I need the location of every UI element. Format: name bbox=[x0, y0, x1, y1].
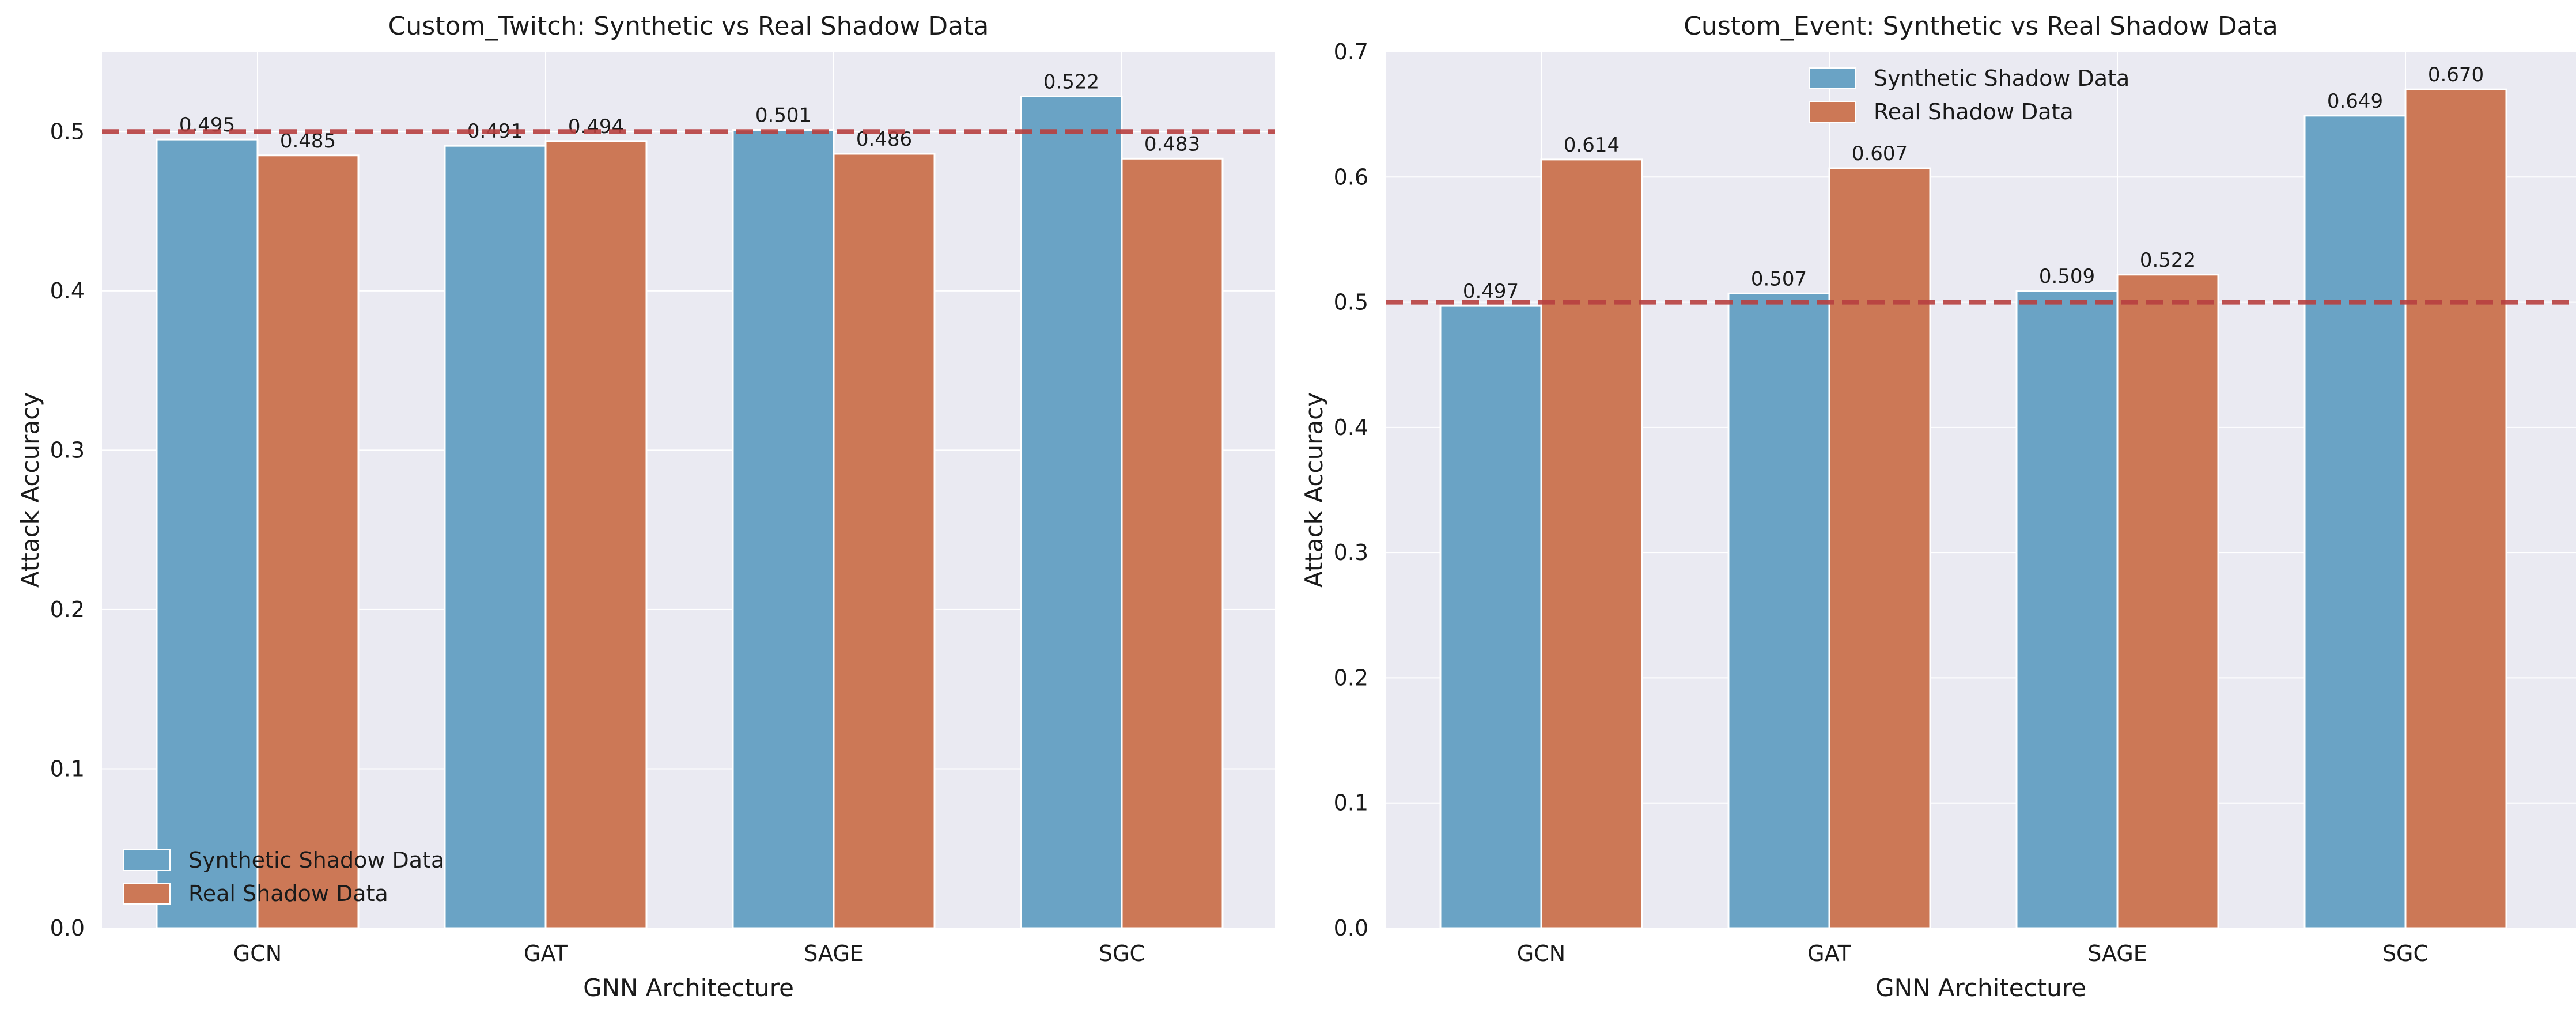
x-axis-label: GNN Architecture bbox=[1875, 974, 2086, 1002]
bar-real-gcn bbox=[256, 154, 360, 929]
bar-synthetic-sage bbox=[732, 129, 835, 929]
chart-panel-2: 0.497 0.507 0.509 0.649 0.614 0.607 0.522 0.670… bbox=[1300, 12, 2576, 1002]
x-tick-label: SAGE bbox=[2087, 941, 2147, 966]
y-axis-label: Attack Accuracy bbox=[1300, 392, 1328, 588]
data-label: 0.670 bbox=[2428, 63, 2484, 86]
y-tick-label: 0.4 bbox=[1334, 415, 1368, 440]
data-label: 0.522 bbox=[1043, 70, 1099, 93]
x-tick-label: GAT bbox=[1807, 941, 1851, 966]
y-tick-label: 0.5 bbox=[1334, 290, 1368, 315]
data-label: 0.497 bbox=[1463, 280, 1519, 303]
y-tick-label: 0.6 bbox=[1334, 164, 1368, 190]
legend-label: Real Shadow Data bbox=[1874, 99, 2074, 124]
y-tick-label: 0.1 bbox=[50, 756, 85, 781]
y-tick-label: 0.5 bbox=[50, 119, 85, 144]
x-axis-label: GNN Architecture bbox=[583, 974, 794, 1002]
y-tick-label: 0.4 bbox=[50, 278, 85, 304]
x-tick-label: GCN bbox=[1517, 941, 1565, 966]
data-label: 0.522 bbox=[2140, 249, 2196, 272]
x-tick-label: SAGE bbox=[804, 941, 864, 966]
y-tick-label: 0.2 bbox=[50, 597, 85, 622]
data-label: 0.614 bbox=[1564, 134, 1620, 157]
y-tick-label: 0.2 bbox=[1334, 665, 1368, 690]
y-tick-label: 0.0 bbox=[50, 915, 85, 941]
legend-swatch bbox=[1809, 101, 1856, 123]
bar-real-gat bbox=[1828, 167, 1931, 929]
y-tick-label: 0.1 bbox=[1334, 790, 1368, 816]
y-tick-label: 0.7 bbox=[1334, 39, 1368, 65]
legend: Synthetic Shadow Data Real Shadow Data bbox=[1809, 66, 2129, 124]
legend-swatch bbox=[123, 883, 171, 905]
y-axis-label: Attack Accuracy bbox=[16, 392, 44, 588]
x-tick-label: GCN bbox=[233, 941, 282, 966]
legend-label: Real Shadow Data bbox=[188, 881, 388, 906]
legend: Synthetic Shadow Data Real Shadow Data bbox=[123, 847, 444, 906]
bar-real-sgc bbox=[1121, 157, 1224, 929]
data-label: 0.501 bbox=[755, 104, 811, 127]
bar-synthetic-gcn bbox=[156, 138, 259, 929]
bar-synthetic-sgc bbox=[2303, 115, 2407, 929]
x-tick-label: SGC bbox=[1099, 941, 1145, 966]
bar-synthetic-sage bbox=[2015, 290, 2119, 929]
data-label: 0.649 bbox=[2327, 90, 2383, 113]
chart-title: Custom_Twitch: Synthetic vs Real Shadow … bbox=[388, 12, 989, 41]
legend-label: Synthetic Shadow Data bbox=[1874, 66, 2129, 91]
y-tick-label: 0.0 bbox=[1334, 915, 1368, 941]
bar-synthetic-gat bbox=[1727, 292, 1830, 929]
bar-real-gcn bbox=[1540, 158, 1643, 929]
legend-swatch bbox=[123, 849, 171, 871]
legend-swatch bbox=[1809, 67, 1856, 89]
bar-real-gat bbox=[544, 140, 648, 929]
bar-real-sage bbox=[833, 153, 936, 929]
chart-title: Custom_Event: Synthetic vs Real Shadow D… bbox=[1684, 12, 2278, 41]
bar-real-sgc bbox=[2404, 88, 2507, 929]
data-label: 0.607 bbox=[1852, 142, 1908, 165]
legend-label: Synthetic Shadow Data bbox=[188, 847, 444, 873]
bar-real-sage bbox=[2116, 274, 2219, 929]
x-tick-label: SGC bbox=[2382, 941, 2429, 966]
data-label: 0.494 bbox=[568, 115, 624, 138]
bar-synthetic-gat bbox=[444, 145, 547, 929]
bar-synthetic-sgc bbox=[1020, 95, 1123, 929]
y-tick-label: 0.3 bbox=[1334, 540, 1368, 565]
data-label: 0.507 bbox=[1751, 267, 1807, 290]
data-label: 0.509 bbox=[2039, 265, 2095, 288]
data-label: 0.483 bbox=[1144, 133, 1200, 156]
bar-synthetic-gcn bbox=[1439, 305, 1542, 929]
x-tick-label: GAT bbox=[524, 941, 568, 966]
y-tick-label: 0.3 bbox=[50, 437, 85, 463]
